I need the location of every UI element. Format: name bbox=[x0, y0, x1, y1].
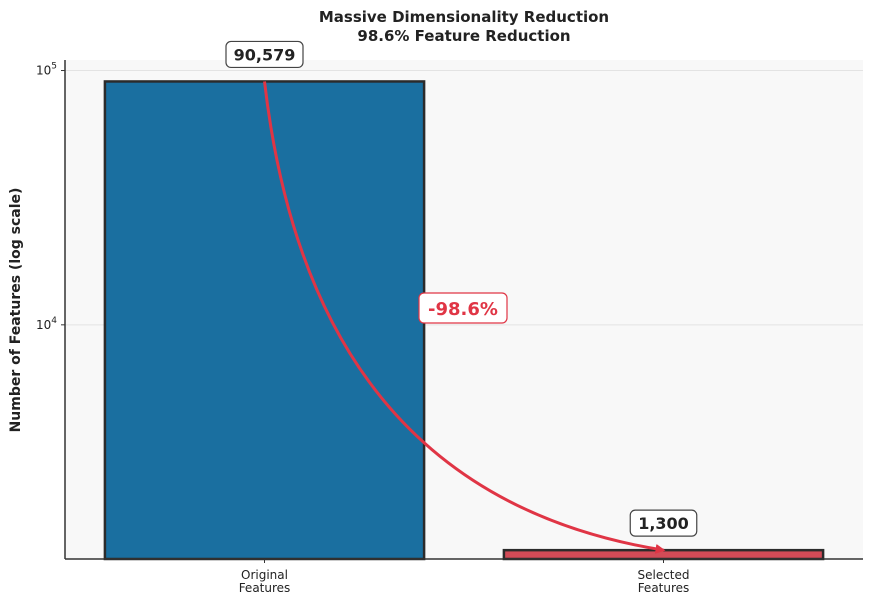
bars bbox=[103, 80, 825, 561]
y-tick-label: 105 bbox=[36, 62, 57, 78]
y-tick-label: 104 bbox=[36, 316, 57, 332]
chart-title: Massive Dimensionality Reduction bbox=[319, 8, 609, 26]
value-label-text: 1,300 bbox=[638, 514, 689, 533]
x-tick-label: Original Features bbox=[239, 568, 291, 595]
y-axis-label: Number of Features (log scale) bbox=[8, 188, 24, 433]
reduction-annotation: -98.6% bbox=[418, 292, 508, 324]
chart-subtitle: 98.6% Feature Reduction bbox=[357, 27, 570, 45]
reduction-annotation-box bbox=[418, 292, 508, 324]
value-label: 1,300 bbox=[629, 509, 698, 537]
value-label-box bbox=[225, 40, 304, 69]
value-label-text: 90,579 bbox=[234, 45, 296, 64]
y-axis-ticks: 104 105 bbox=[36, 62, 65, 332]
bar bbox=[502, 548, 825, 561]
bar bbox=[103, 80, 426, 561]
value-label: 90,579 bbox=[225, 40, 304, 69]
reduction-annotation-text: -98.6% bbox=[428, 299, 498, 320]
value-labels: 90,579 1,300 bbox=[225, 40, 698, 537]
x-axis-categories: Original Features Selected Features bbox=[239, 559, 690, 595]
reduction-arrow bbox=[263, 81, 666, 554]
x-tick-label: Selected Features bbox=[637, 568, 689, 595]
value-label-box bbox=[629, 509, 698, 537]
